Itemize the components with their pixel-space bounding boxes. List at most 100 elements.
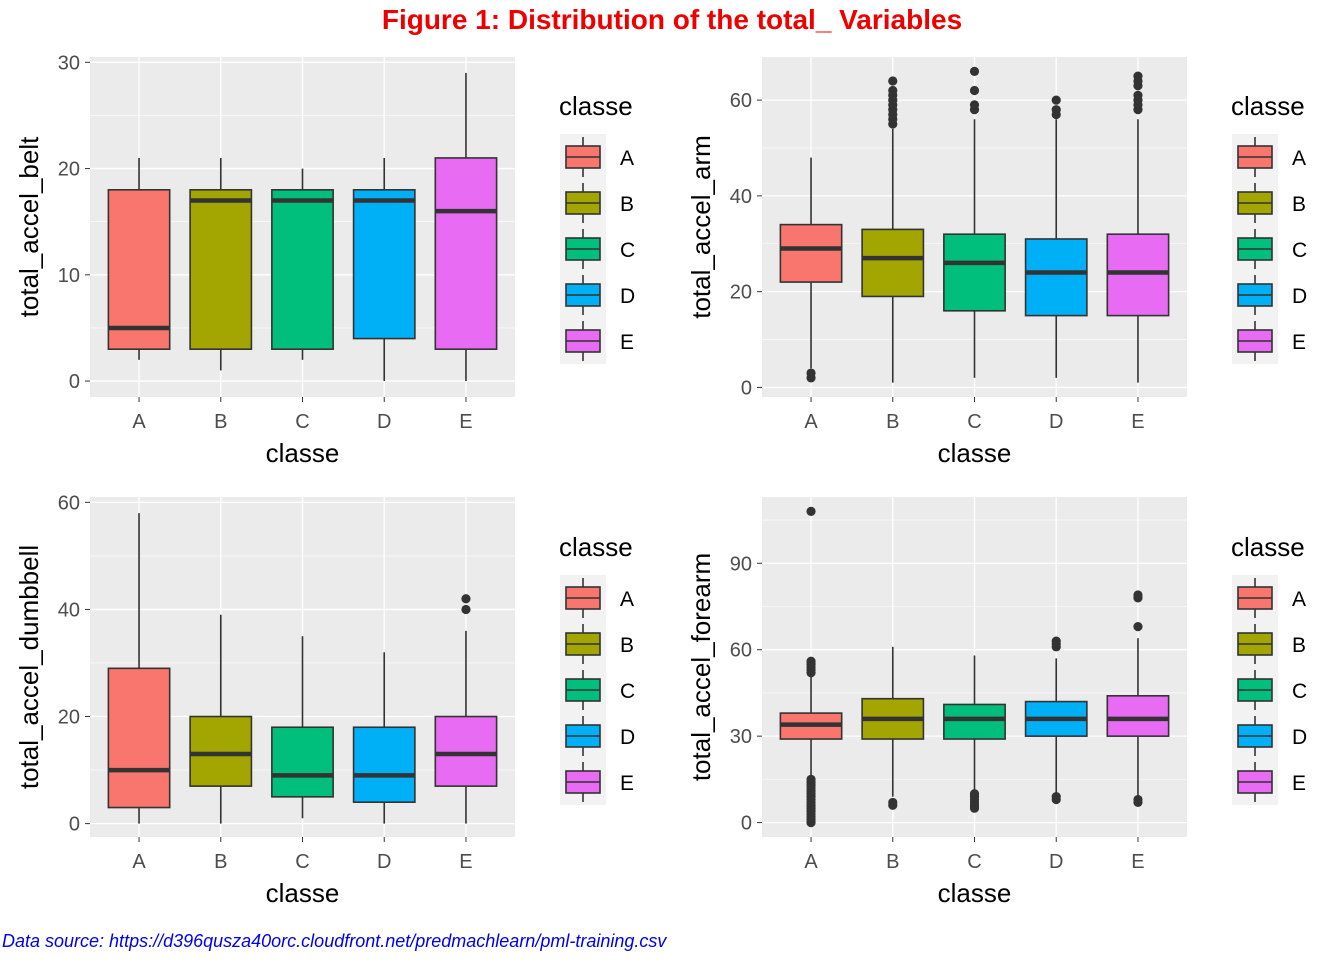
legend-label: C <box>620 239 635 262</box>
box-iqr <box>1106 233 1170 317</box>
y-tick-label: 20 <box>58 159 80 181</box>
legend-key-A: A <box>565 137 634 177</box>
x-axis-title: classe <box>938 878 1012 908</box>
x-tick-label: D <box>1049 851 1063 873</box>
box-A <box>779 157 843 383</box>
outlier-point <box>1051 105 1061 115</box>
outlier-point <box>1051 792 1061 802</box>
outlier-point <box>969 85 980 96</box>
y-tick-label: 0 <box>741 813 752 835</box>
legend-label: A <box>1292 147 1306 170</box>
y-tick-label: 0 <box>69 814 80 836</box>
outlier-point <box>461 594 471 604</box>
legend-key-C: C <box>1237 670 1307 710</box>
x-tick-label: A <box>132 411 146 433</box>
outlier-point <box>1133 90 1143 100</box>
box-C <box>943 655 1006 813</box>
x-tick-label: E <box>1131 411 1144 433</box>
data-source-caption: Data source: https://d396qusza40orc.clou… <box>2 931 667 951</box>
box-iqr <box>943 233 1006 312</box>
x-tick-label: C <box>295 411 309 433</box>
legend-label: A <box>620 588 634 611</box>
outlier-point <box>888 85 898 96</box>
legend-key-A: A <box>565 578 634 618</box>
box-iqr <box>861 228 925 298</box>
x-axis-title: classe <box>266 878 340 908</box>
x-axis-title: classe <box>266 438 340 468</box>
outlier-point <box>888 76 898 86</box>
legend-key-A: A <box>1237 137 1306 177</box>
box-B <box>189 157 253 371</box>
legend-key-D: D <box>1237 275 1307 315</box>
box-C <box>271 636 334 819</box>
y-tick-label: 30 <box>730 726 752 748</box>
x-tick-label: E <box>459 851 472 873</box>
outlier-point <box>806 373 816 383</box>
y-tick-label: 0 <box>69 371 80 393</box>
box-C <box>943 66 1006 378</box>
legend-key-B: B <box>565 183 634 223</box>
outlier-point <box>806 774 816 784</box>
box-iqr <box>107 667 171 809</box>
y-axis-title: total_accel_forearm <box>686 553 716 781</box>
x-tick-label: B <box>886 851 899 873</box>
outlier-point <box>1051 95 1061 105</box>
legend-label: E <box>620 772 634 795</box>
legend-title: classe <box>1231 532 1305 562</box>
box-iqr <box>352 189 416 340</box>
y-tick-label: 60 <box>58 492 80 514</box>
legend-label: D <box>1292 285 1307 308</box>
box-iqr <box>189 715 253 787</box>
legend-key-C: C <box>1237 229 1307 269</box>
legend-label: B <box>620 634 634 657</box>
x-tick-label: E <box>1131 851 1144 873</box>
box-E <box>1106 71 1170 383</box>
x-tick-label: A <box>132 851 146 873</box>
box-A <box>107 157 171 360</box>
box-iqr <box>434 157 498 350</box>
y-tick-label: 90 <box>730 553 752 575</box>
x-tick-label: B <box>214 411 227 433</box>
box-B <box>861 76 925 383</box>
legend-key-C: C <box>565 670 635 710</box>
box-iqr <box>779 223 843 283</box>
legend-key-C: C <box>565 229 635 269</box>
x-tick-label: E <box>459 411 472 433</box>
outlier-point <box>1133 622 1143 632</box>
legend-label: C <box>1292 680 1307 703</box>
legend-label: E <box>1292 331 1306 354</box>
legend-label: C <box>620 680 635 703</box>
legend-label: D <box>620 285 635 308</box>
box-A <box>107 513 171 824</box>
box-A <box>779 506 843 828</box>
figure-title: Figure 1: Distribution of the total_ Var… <box>381 4 963 35</box>
legend-title: classe <box>559 91 633 121</box>
y-tick-label: 30 <box>58 52 80 74</box>
y-tick-label: 60 <box>730 640 752 662</box>
box-iqr <box>189 189 253 350</box>
box-iqr <box>107 189 171 350</box>
legend-label: D <box>620 726 635 749</box>
box-iqr <box>352 726 416 803</box>
x-tick-label: D <box>1049 411 1063 433</box>
x-tick-label: C <box>295 851 309 873</box>
legend-label: E <box>620 331 634 354</box>
legend-label: B <box>620 193 634 216</box>
legend-key-A: A <box>1237 578 1306 618</box>
box-iqr <box>271 189 334 350</box>
y-tick-label: 40 <box>730 186 752 208</box>
box-D <box>1024 95 1088 378</box>
x-tick-label: D <box>377 411 391 433</box>
legend-key-D: D <box>1237 716 1307 756</box>
legend-label: B <box>1292 634 1306 657</box>
legend-label: D <box>1292 726 1307 749</box>
outlier-point <box>969 100 980 110</box>
legend-key-D: D <box>565 275 635 315</box>
